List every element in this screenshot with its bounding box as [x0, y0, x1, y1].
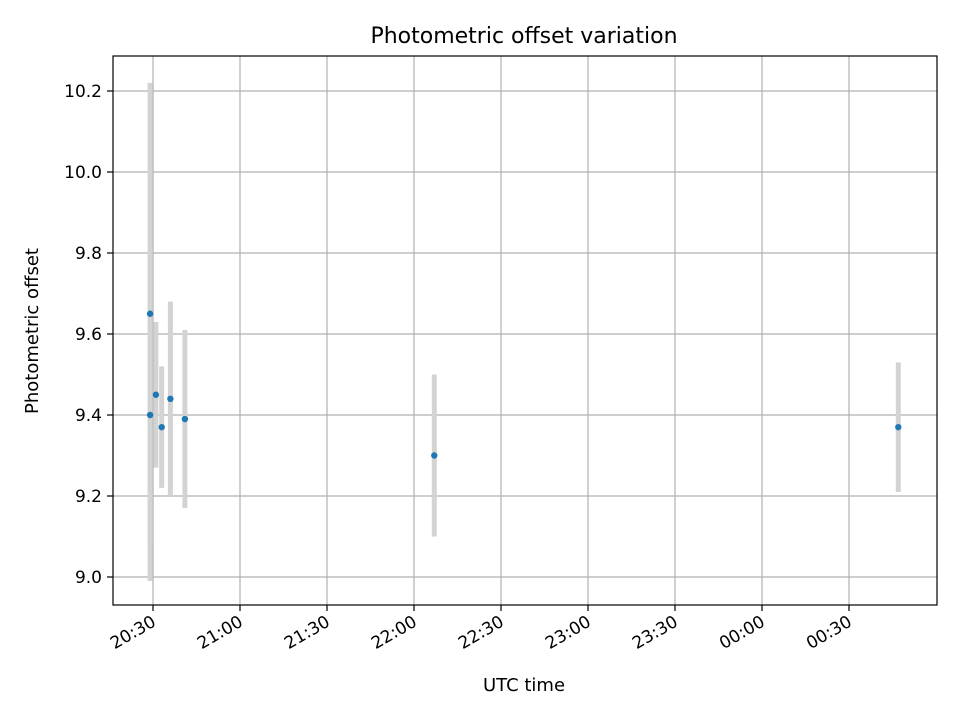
data-point — [895, 423, 902, 431]
data-point — [158, 423, 165, 431]
plot-area-frame — [112, 55, 938, 606]
x-tick-label: 22:00 — [368, 612, 420, 654]
data-point — [152, 391, 160, 398]
y-tick-label: 9.8 — [75, 244, 102, 264]
data-point — [167, 395, 174, 402]
y-tick-label: 9.6 — [75, 325, 102, 345]
y-tick-label: 9.4 — [75, 406, 102, 426]
error-bars — [147, 82, 901, 582]
x-tick-label: 21:00 — [194, 612, 246, 654]
x-tick-label: 22:30 — [455, 612, 507, 654]
x-tick-label: 00:30 — [803, 612, 855, 654]
y-tick-label: 10.0 — [64, 163, 102, 183]
x-tick-label: 23:30 — [629, 612, 681, 654]
grid — [113, 56, 937, 605]
y-tick-label: 9.2 — [75, 487, 102, 507]
x-tick-label: 00:00 — [716, 612, 768, 654]
x-axis-ticks: 20:30 21:00 21:30 22:00 22:30 23:00 23:30 00:00… — [107, 605, 856, 654]
x-tick-label: 20:30 — [107, 612, 159, 654]
y-tick-label: 10.2 — [64, 82, 102, 102]
x-tick-label: 23:00 — [542, 612, 594, 654]
data-point — [431, 452, 438, 459]
data-point — [181, 415, 189, 423]
y-axis-ticks: 9.0 9.2 9.4 9.6 9.8 10.0 10.2 — [64, 82, 113, 588]
data-point — [146, 411, 154, 419]
y-tick-label: 9.0 — [75, 568, 102, 588]
y-axis-label: Photometric offset — [22, 248, 43, 414]
data-point — [146, 310, 154, 317]
data-points — [146, 310, 902, 459]
x-axis-label: UTC time — [483, 675, 565, 696]
chart-title: Photometric offset variation — [370, 24, 677, 49]
x-tick-label: 21:30 — [281, 612, 333, 654]
